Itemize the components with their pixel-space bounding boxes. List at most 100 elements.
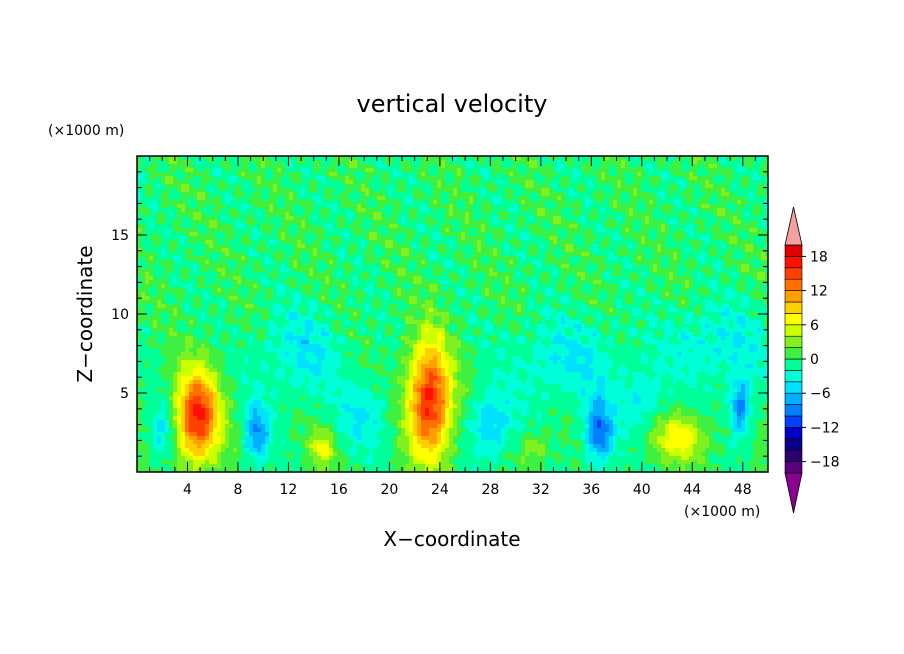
field-cell — [529, 272, 534, 277]
field-cell — [633, 204, 638, 209]
field-cell — [461, 192, 466, 197]
field-cell — [469, 276, 474, 281]
field-cell — [477, 168, 482, 173]
field-cell — [581, 204, 586, 209]
field-cell — [605, 272, 610, 277]
field-cell — [613, 200, 618, 205]
field-cell — [401, 248, 406, 253]
field-cell — [505, 244, 510, 249]
field-cell — [253, 240, 258, 245]
field-cell — [541, 208, 546, 213]
field-cell — [365, 208, 370, 213]
field-cell — [649, 204, 654, 209]
field-cell — [721, 172, 726, 177]
field-cell — [509, 168, 514, 173]
field-cell — [573, 156, 578, 161]
field-cell — [701, 184, 706, 189]
field-cell — [333, 248, 338, 253]
field-cell — [645, 160, 650, 165]
field-cell — [525, 212, 530, 217]
field-cell — [233, 212, 238, 217]
field-cell — [385, 176, 390, 181]
field-cell — [369, 280, 374, 285]
field-cell — [581, 192, 586, 197]
field-cell — [297, 244, 302, 249]
field-cell — [197, 208, 202, 213]
field-cell — [721, 220, 726, 225]
field-cell — [589, 212, 594, 217]
field-cell — [749, 160, 754, 165]
field-cell — [389, 196, 394, 201]
field-cell — [141, 220, 146, 225]
field-cell — [413, 220, 418, 225]
field-cell — [477, 220, 482, 225]
field-cell — [517, 236, 522, 241]
field-cell — [537, 160, 542, 165]
field-cell — [245, 280, 250, 285]
field-cell — [201, 208, 206, 213]
field-cell — [361, 280, 366, 285]
field-cell — [229, 204, 234, 209]
field-cell — [733, 180, 738, 185]
field-cell — [477, 196, 482, 201]
field-cell — [285, 168, 290, 173]
field-cell — [137, 268, 142, 273]
field-cell — [177, 248, 182, 253]
field-cell — [701, 160, 706, 165]
field-cell — [581, 188, 586, 193]
field-cell — [633, 244, 638, 249]
field-cell — [545, 164, 550, 169]
field-cell — [629, 236, 634, 241]
field-cell — [325, 272, 330, 277]
field-cell — [705, 204, 710, 209]
field-cell — [517, 232, 522, 237]
field-cell — [245, 196, 250, 201]
field-cell — [157, 276, 162, 281]
field-cell — [337, 220, 342, 225]
field-cell — [561, 208, 566, 213]
field-cell — [369, 248, 374, 253]
field-cell — [217, 200, 222, 205]
field-cell — [381, 248, 386, 253]
field-cell — [469, 280, 474, 285]
field-cell — [745, 192, 750, 197]
field-cell — [717, 180, 722, 185]
field-cell — [513, 256, 518, 261]
field-cell — [409, 156, 414, 161]
field-cell — [201, 268, 206, 273]
field-cell — [153, 256, 158, 261]
field-cell — [217, 216, 222, 221]
field-cell — [717, 208, 722, 213]
field-cell — [225, 280, 230, 285]
field-cell — [141, 216, 146, 221]
field-cell — [213, 228, 218, 233]
field-cell — [649, 184, 654, 189]
field-cell — [225, 180, 230, 185]
field-cell — [517, 164, 522, 169]
field-cell — [293, 268, 298, 273]
field-cell — [197, 228, 202, 233]
field-cell — [457, 276, 462, 281]
field-cell — [181, 180, 186, 185]
field-cell — [273, 260, 278, 265]
field-cell — [289, 184, 294, 189]
field-cell — [405, 160, 410, 165]
field-cell — [309, 156, 314, 161]
field-cell — [201, 204, 206, 209]
field-cell — [509, 200, 514, 205]
field-cell — [437, 260, 442, 265]
field-cell — [297, 196, 302, 201]
field-cell — [437, 200, 442, 205]
field-cell — [705, 200, 710, 205]
field-cell — [641, 232, 646, 237]
field-cell — [409, 260, 414, 265]
field-cell — [241, 220, 246, 225]
field-cell — [381, 272, 386, 277]
field-cell — [461, 232, 466, 237]
field-cell — [609, 208, 614, 213]
field-cell — [357, 200, 362, 205]
field-cell — [201, 196, 206, 201]
field-cell — [661, 180, 666, 185]
field-cell — [193, 272, 198, 277]
field-cell — [429, 172, 434, 177]
